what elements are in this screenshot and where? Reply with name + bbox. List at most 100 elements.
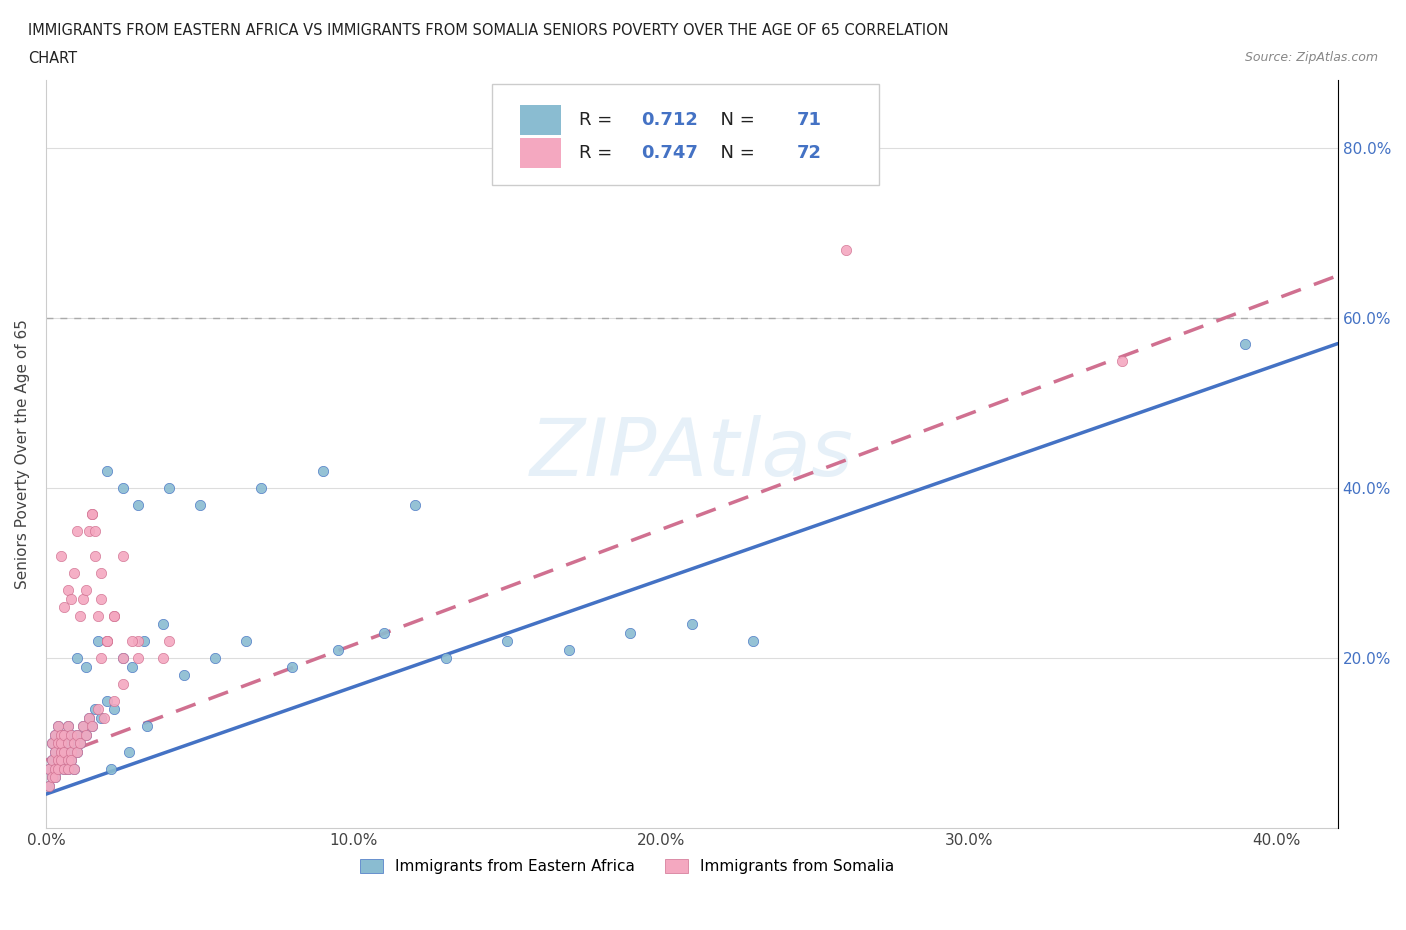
Text: 0.712: 0.712 [641, 111, 699, 128]
Point [82, 506, 104, 521]
Text: 72: 72 [796, 143, 821, 162]
Point [44, 727, 66, 742]
Point [121, 633, 143, 648]
Point [127, 498, 149, 512]
Point [46, 736, 69, 751]
Point [96, 693, 118, 708]
Point [82, 719, 104, 734]
Point [326, 643, 349, 658]
Point [51, 752, 73, 767]
Text: R =: R = [579, 143, 619, 162]
Point [90, 711, 112, 725]
Point [51, 727, 73, 742]
Point [235, 633, 257, 648]
Point [111, 481, 134, 496]
Point [373, 625, 395, 640]
Point [1234, 336, 1257, 351]
Point [1111, 353, 1133, 368]
Point [53, 744, 76, 759]
Point [118, 744, 141, 759]
Point [834, 243, 856, 258]
Point [66, 651, 89, 666]
Point [75, 727, 97, 742]
Point [53, 727, 76, 742]
Point [558, 643, 581, 658]
Point [51, 736, 73, 751]
Point [127, 651, 149, 666]
Point [59, 744, 82, 759]
Point [41, 770, 63, 785]
Point [84, 524, 107, 538]
Point [59, 752, 82, 767]
Point [69, 736, 91, 751]
Point [93, 711, 115, 725]
Point [51, 549, 73, 564]
Point [87, 608, 110, 623]
Point [46, 752, 69, 767]
Point [66, 744, 89, 759]
Point [38, 778, 60, 793]
Point [157, 481, 180, 496]
Point [56, 719, 79, 734]
Point [38, 778, 60, 793]
Point [62, 565, 84, 580]
Point [121, 659, 143, 674]
Point [96, 633, 118, 648]
Point [38, 762, 60, 777]
Point [69, 736, 91, 751]
Point [96, 633, 118, 648]
Point [72, 719, 94, 734]
Point [66, 727, 89, 742]
Point [44, 770, 66, 785]
Point [38, 762, 60, 777]
Point [72, 719, 94, 734]
Legend: Immigrants from Eastern Africa, Immigrants from Somalia: Immigrants from Eastern Africa, Immigran… [354, 853, 901, 881]
Point [51, 744, 73, 759]
Point [62, 736, 84, 751]
Text: 0.747: 0.747 [641, 143, 699, 162]
Point [51, 744, 73, 759]
Text: ZIPAtlas: ZIPAtlas [530, 415, 853, 493]
Point [87, 633, 110, 648]
Point [56, 762, 79, 777]
Point [53, 600, 76, 615]
Point [173, 668, 195, 683]
Point [90, 651, 112, 666]
Point [59, 727, 82, 742]
Point [53, 762, 76, 777]
Point [75, 659, 97, 674]
Point [46, 736, 69, 751]
Text: Source: ZipAtlas.com: Source: ZipAtlas.com [1244, 51, 1378, 64]
Point [404, 498, 426, 512]
Point [59, 752, 82, 767]
Point [51, 736, 73, 751]
Point [103, 608, 125, 623]
Point [53, 727, 76, 742]
Point [75, 583, 97, 598]
Point [681, 617, 703, 631]
Text: IMMIGRANTS FROM EASTERN AFRICA VS IMMIGRANTS FROM SOMALIA SENIORS POVERTY OVER T: IMMIGRANTS FROM EASTERN AFRICA VS IMMIGR… [28, 23, 949, 38]
Point [134, 633, 156, 648]
Point [111, 549, 134, 564]
Point [56, 736, 79, 751]
Point [44, 770, 66, 785]
Point [66, 744, 89, 759]
Point [51, 752, 73, 767]
Point [82, 506, 104, 521]
Point [72, 591, 94, 606]
Point [188, 498, 211, 512]
Point [51, 727, 73, 742]
Point [136, 719, 159, 734]
Point [96, 633, 118, 648]
Point [281, 659, 304, 674]
Text: CHART: CHART [28, 51, 77, 66]
Point [90, 565, 112, 580]
Point [742, 633, 765, 648]
Point [56, 752, 79, 767]
Point [44, 762, 66, 777]
Bar [520, 138, 561, 167]
Point [59, 727, 82, 742]
Point [157, 633, 180, 648]
Point [111, 676, 134, 691]
Point [496, 633, 519, 648]
